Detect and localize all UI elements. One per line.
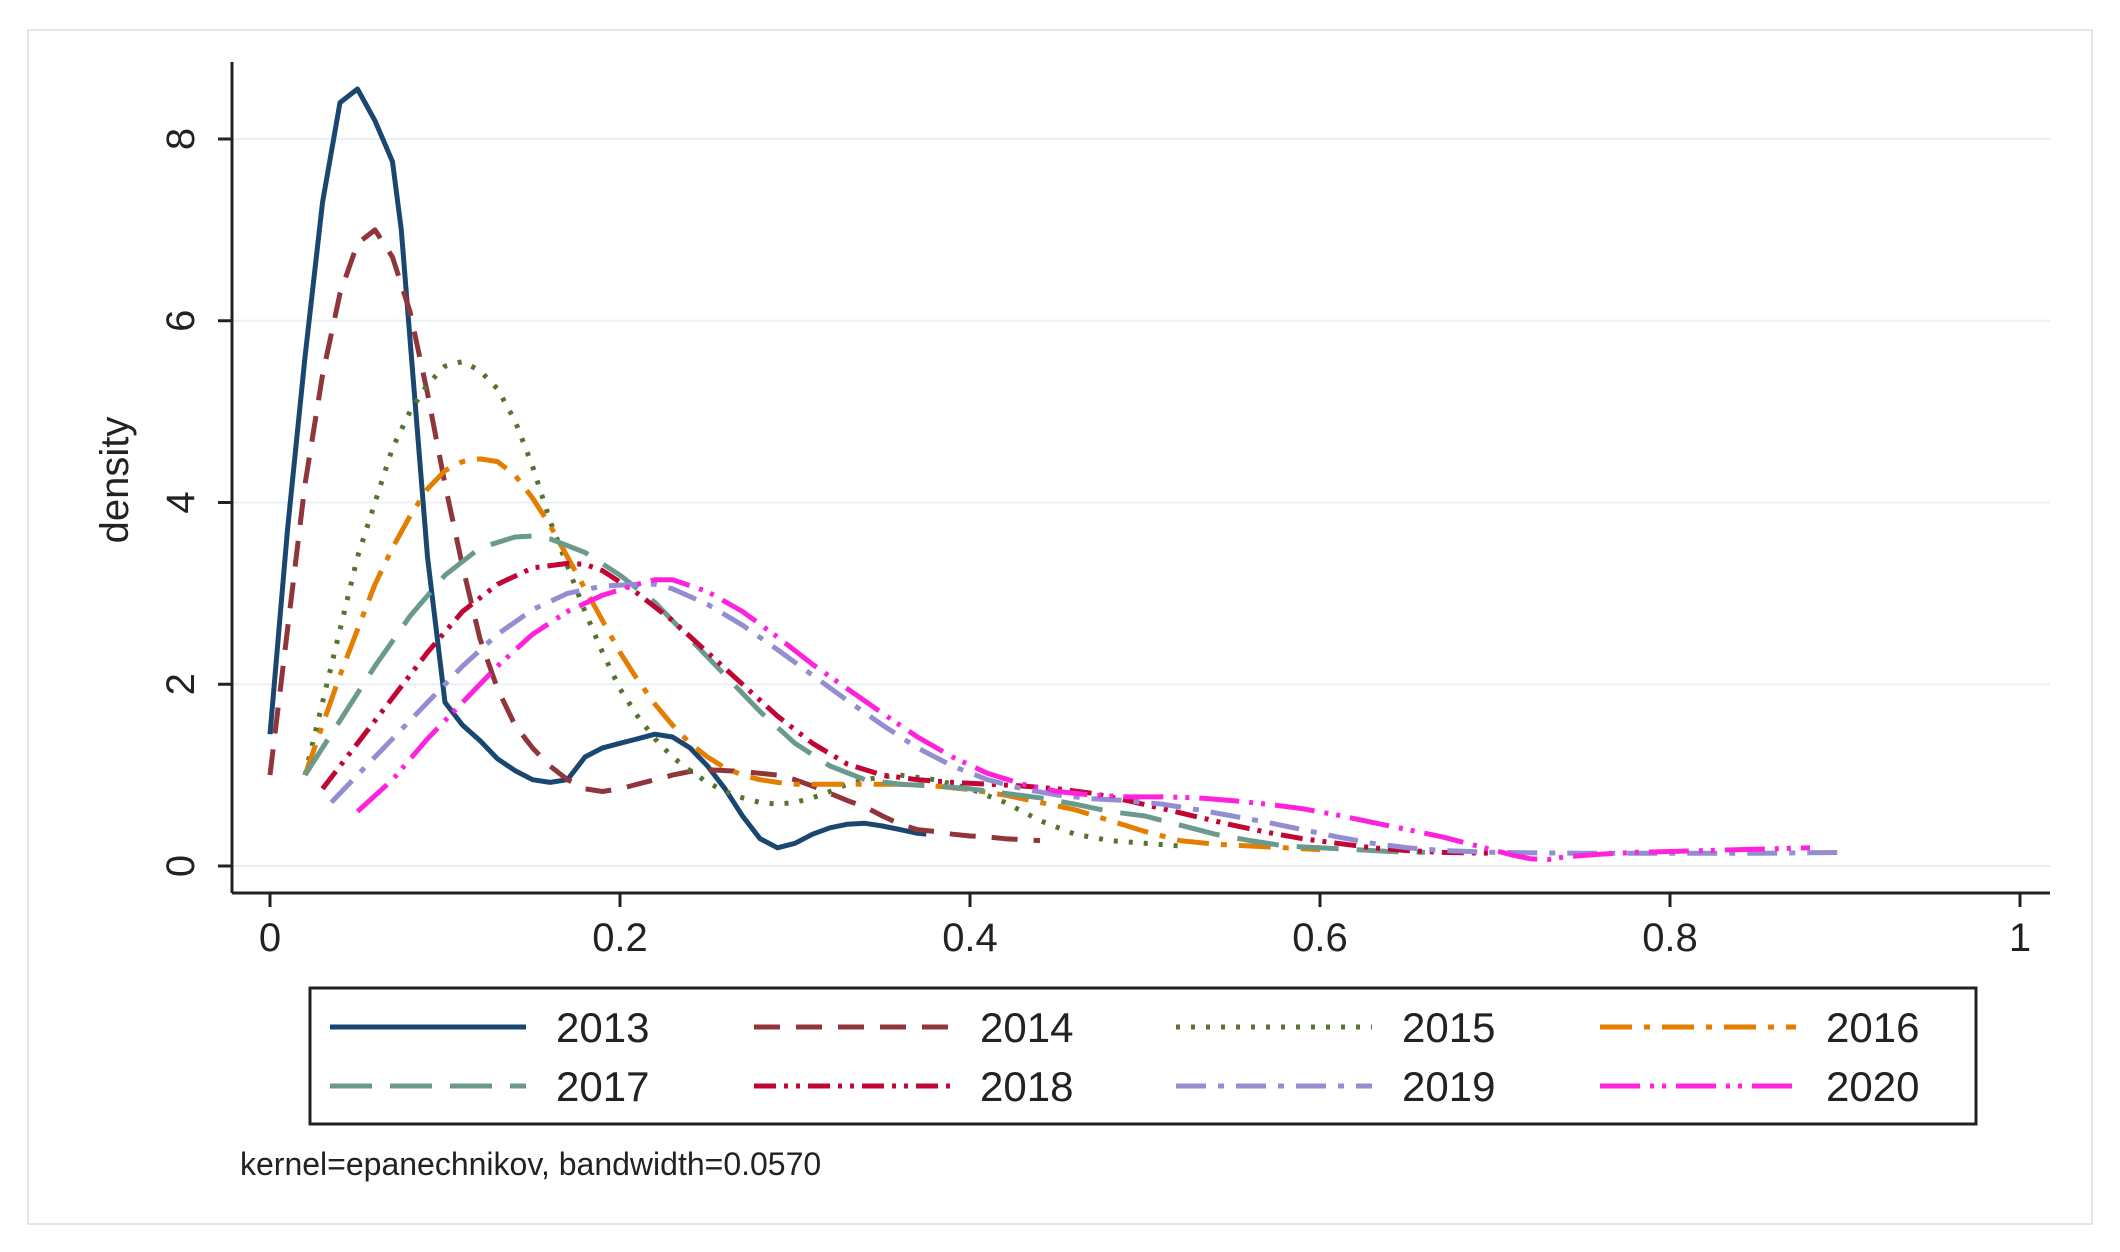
legend-label-2017: 2017 bbox=[556, 1063, 649, 1110]
series-layer bbox=[267, 86, 1846, 863]
x-tick-label: 0.4 bbox=[942, 916, 998, 960]
y-tick-label: 0 bbox=[159, 855, 203, 877]
legend-label-2020: 2020 bbox=[1826, 1063, 1919, 1110]
legend-label-2016: 2016 bbox=[1826, 1004, 1919, 1051]
series-line-2017 bbox=[302, 533, 1426, 855]
legend-label-2013: 2013 bbox=[556, 1004, 649, 1051]
kernel-note: kernel=epanechnikov, bandwidth=0.0570 bbox=[240, 1146, 821, 1182]
legend-label-2015: 2015 bbox=[1402, 1004, 1495, 1051]
axes-layer: 0 2 4 6 8 0 0.2 0.4 0.6 0.8 1 bbox=[159, 62, 2050, 960]
legend-label-2019: 2019 bbox=[1402, 1063, 1495, 1110]
series-line-2013 bbox=[267, 86, 927, 851]
legend-box bbox=[308, 986, 1978, 1126]
legend-label-2018: 2018 bbox=[980, 1063, 1073, 1110]
series-line-2020 bbox=[355, 577, 1811, 863]
x-tick-label: 1 bbox=[2009, 916, 2031, 960]
legend: 2013 2014 2015 2016 2017 2018 2019 2020 bbox=[308, 986, 1978, 1126]
series-line-2016 bbox=[302, 456, 1321, 853]
legend-label-2014: 2014 bbox=[980, 1004, 1073, 1051]
x-tick-label: 0.6 bbox=[1292, 916, 1348, 960]
y-tick-label: 2 bbox=[159, 673, 203, 695]
x-tick-label: 0 bbox=[259, 916, 281, 960]
y-axis-label: density bbox=[93, 417, 137, 544]
y-tick-label: 8 bbox=[159, 128, 203, 150]
y-tick-label: 4 bbox=[159, 491, 203, 513]
x-tick-label: 0.8 bbox=[1642, 916, 1698, 960]
series-line-2019 bbox=[329, 581, 1846, 856]
series-line-2014 bbox=[267, 227, 1041, 844]
y-tick-label: 6 bbox=[159, 310, 203, 332]
x-tick-label: 0.2 bbox=[592, 916, 648, 960]
